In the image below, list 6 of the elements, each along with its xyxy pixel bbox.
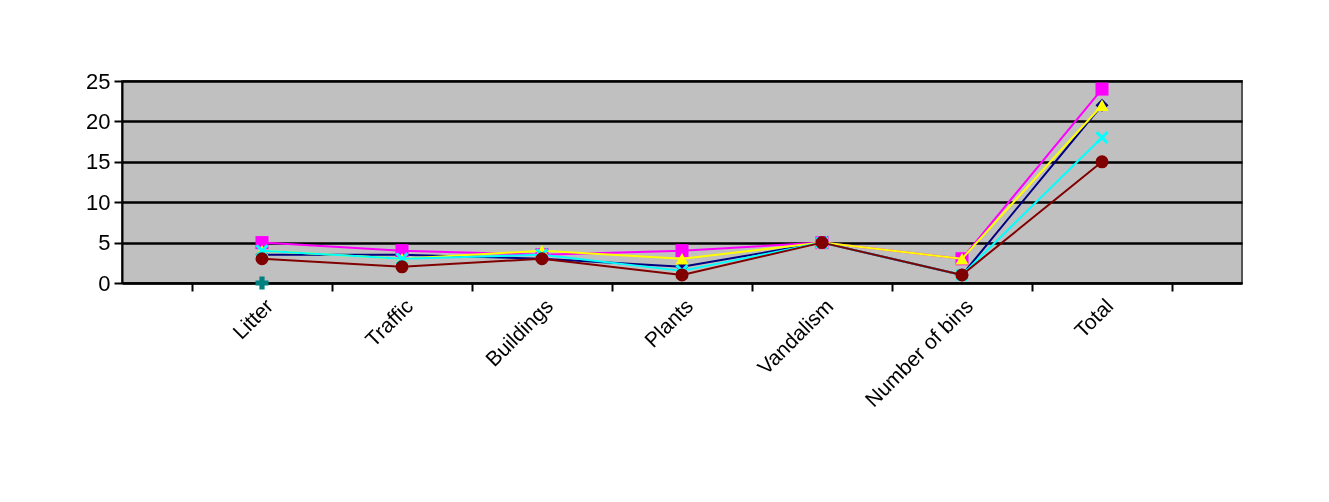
y-tick-label: 20 bbox=[86, 108, 111, 134]
y-tick-label: 10 bbox=[86, 189, 111, 215]
y-tick-label: 15 bbox=[86, 149, 111, 175]
y-tick-label: 0 bbox=[98, 270, 111, 296]
y-tick-label: 5 bbox=[98, 230, 111, 256]
y-tick-label: 25 bbox=[86, 68, 111, 94]
